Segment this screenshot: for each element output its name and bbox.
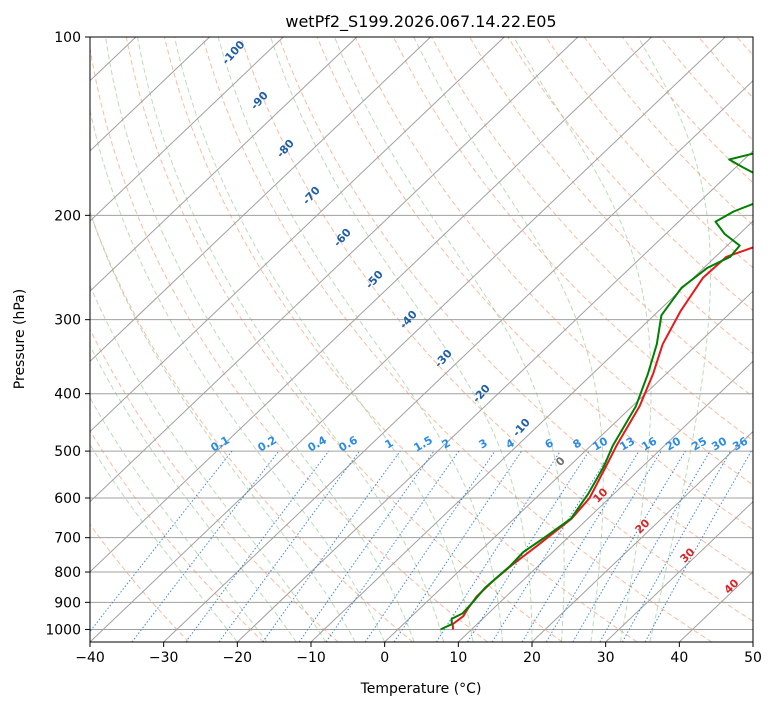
y-tick-label: 400	[54, 387, 81, 403]
y-tick-label: 100	[54, 30, 81, 46]
mixing-ratio-line	[298, 450, 435, 642]
mixing-ratio-line	[90, 450, 233, 633]
dry-adiabat	[163, 37, 638, 642]
mixing-ratio-line	[185, 450, 330, 642]
y-tick-label: 500	[54, 444, 81, 460]
mixing-ratio-line	[325, 450, 460, 642]
mixing-ratio-line	[435, 450, 561, 642]
isotherm	[384, 290, 753, 642]
dry-adiabat	[125, 37, 563, 642]
y-axis-title: Pressure (hPa)	[12, 289, 28, 389]
moist-adiabat	[90, 443, 238, 642]
plot-frame	[89, 36, 754, 643]
isotherm	[163, 80, 753, 642]
mixing-ratio-line	[491, 450, 613, 642]
y-tick-label: 900	[54, 595, 81, 611]
y-tick-label: 300	[54, 313, 81, 329]
moist-adiabat	[637, 37, 712, 642]
dry-adiabat	[90, 211, 414, 642]
dry-adiabat	[90, 523, 190, 642]
x-tick-label: −20	[223, 650, 253, 666]
mixing-ratio-line	[218, 450, 361, 642]
mixing-ratio-line	[262, 450, 401, 642]
mixing-ratio-line	[621, 450, 732, 642]
moist-adiabat	[90, 396, 268, 642]
moist-adiabat	[413, 37, 604, 642]
moist-adiabat	[174, 37, 474, 642]
mixing-ratio-line	[644, 450, 752, 642]
y-axis: 100 200 300 400 500 600 700 800 900 1000	[45, 30, 90, 638]
x-tick-label: −40	[75, 650, 105, 666]
moist-adiabat	[90, 344, 297, 642]
x-tick-label: 50	[744, 650, 762, 666]
x-tick-label: 40	[670, 650, 688, 666]
isotherm	[90, 37, 284, 222]
background-lines	[90, 37, 753, 642]
y-tick-label: 1000	[45, 622, 81, 638]
x-tick-label: 10	[449, 650, 467, 666]
chart-title: wetPf2_S199.2026.067.14.22.E05	[285, 12, 556, 32]
dry-adiabat	[240, 37, 753, 622]
isotherm	[531, 430, 753, 642]
dry-adiabat	[469, 37, 753, 355]
moist-adiabat	[270, 37, 533, 642]
mixing-ratio-line	[467, 450, 590, 642]
x-axis: −40 −30 −20 −10 0 10 20 30 40 50	[75, 642, 762, 666]
dry-adiabat	[90, 429, 264, 642]
isotherm	[90, 37, 579, 503]
y-tick-label: 600	[54, 491, 81, 507]
moist-adiabat	[90, 284, 327, 642]
isotherm	[90, 37, 358, 292]
data-series	[440, 152, 753, 631]
mixing-ratio-line	[131, 450, 280, 642]
x-axis-title: Temperature (°C)	[360, 681, 482, 697]
isotherm	[310, 220, 753, 642]
moist-adiabat	[90, 108, 386, 642]
isotherm	[90, 37, 210, 152]
isotherm	[90, 37, 505, 433]
y-tick-label: 200	[54, 208, 81, 224]
x-tick-label: 0	[380, 650, 389, 666]
moist-adiabat	[90, 210, 356, 642]
y-tick-label: 700	[54, 531, 81, 547]
moist-adiabat	[137, 37, 445, 642]
moist-adiabat	[217, 37, 503, 642]
isotherm	[90, 37, 431, 363]
isotherm	[236, 150, 753, 642]
x-tick-label: 30	[597, 650, 615, 666]
x-tick-label: −30	[149, 650, 179, 666]
isotherm	[605, 500, 753, 642]
x-tick-label: −10	[296, 650, 326, 666]
moist-adiabat	[334, 37, 565, 642]
isotherm	[90, 37, 726, 642]
y-tick-label: 800	[54, 565, 81, 581]
isotherm	[90, 37, 652, 573]
mixing-ratio-line	[521, 450, 640, 642]
isotherm	[457, 360, 753, 642]
mixing-ratio-line	[364, 450, 496, 642]
dry-adiabat	[392, 37, 753, 442]
mixing-ratio-line	[545, 450, 662, 642]
moist-adiabat	[513, 37, 652, 642]
x-tick-label: 20	[523, 650, 541, 666]
mixing-ratio-line	[393, 450, 523, 642]
dry-adiabat	[90, 45, 488, 642]
dewpoint-line	[440, 152, 753, 631]
